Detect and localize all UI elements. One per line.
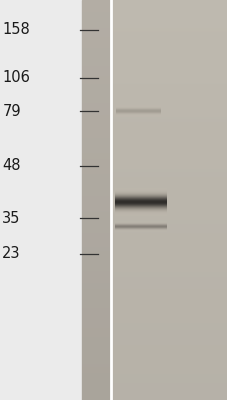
- Bar: [0, 0, 82, 400]
- Text: 35: 35: [2, 210, 21, 226]
- Text: 48: 48: [2, 158, 21, 174]
- Text: 79: 79: [2, 104, 21, 119]
- Bar: [110, 0, 227, 400]
- Text: 23: 23: [2, 246, 21, 262]
- Bar: [82, 0, 110, 400]
- Text: 106: 106: [2, 70, 30, 86]
- Text: 158: 158: [2, 22, 30, 38]
